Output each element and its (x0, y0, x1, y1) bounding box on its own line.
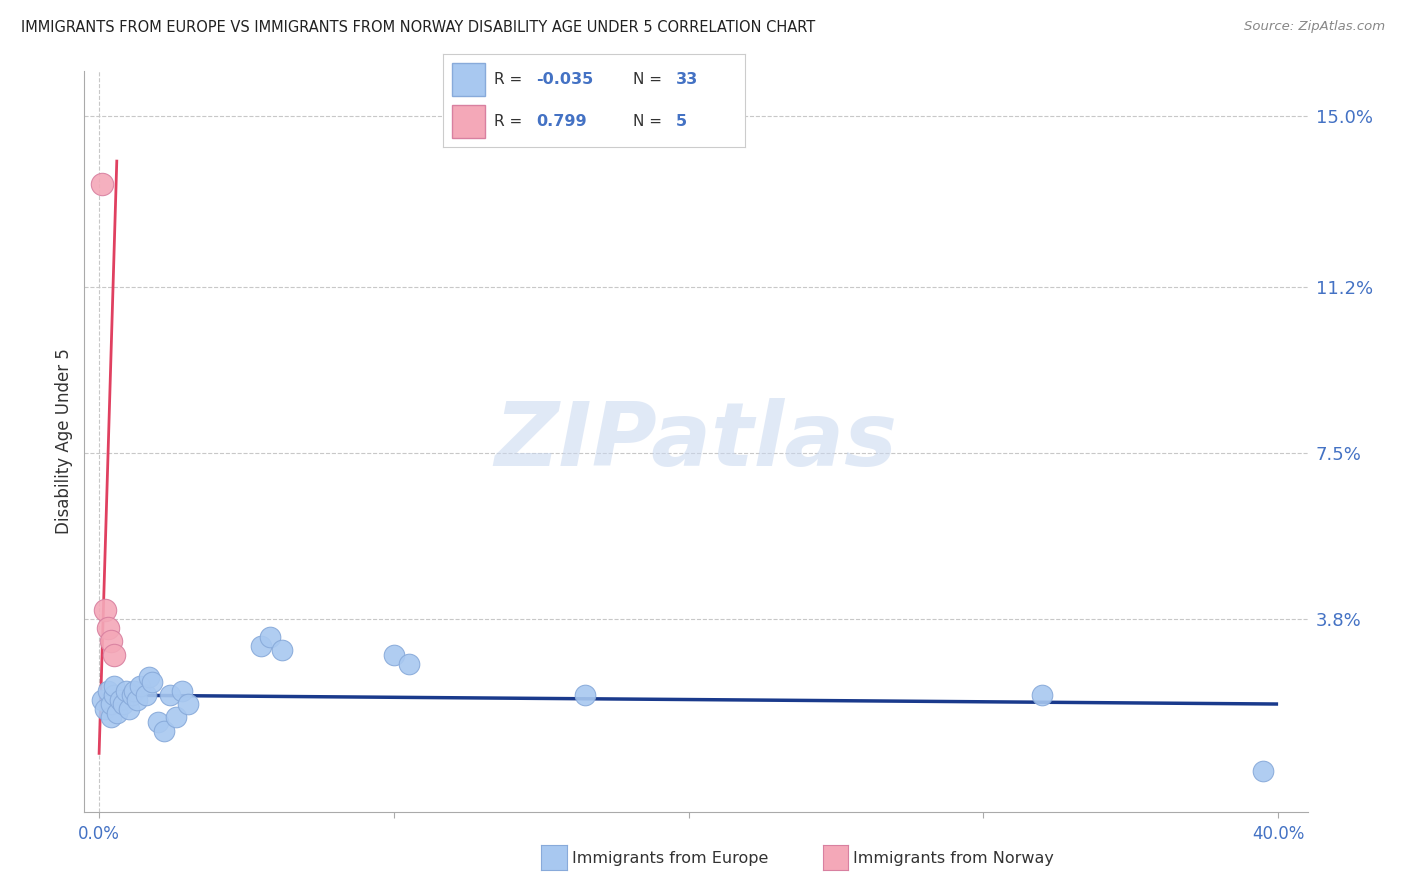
Point (94, 603, 117, 617)
Point (100, 634, 122, 648)
Text: -0.035: -0.035 (537, 71, 593, 87)
Point (1031, 688, 1053, 702)
Point (398, 657, 420, 671)
Point (146, 714, 169, 729)
Point (382, 648, 405, 662)
Text: 40.0%: 40.0% (1251, 825, 1305, 843)
Point (121, 688, 143, 702)
Point (129, 679, 152, 693)
Point (165, 710, 187, 724)
Text: Immigrants from Norway: Immigrants from Norway (853, 851, 1054, 865)
Point (111, 697, 134, 711)
Point (105, 706, 128, 720)
Point (176, 697, 198, 711)
Point (127, 692, 149, 706)
Point (124, 683, 146, 698)
Point (91, 177, 114, 191)
Point (259, 630, 281, 644)
Point (159, 688, 181, 702)
Text: Immigrants from Europe: Immigrants from Europe (572, 851, 769, 865)
Point (117, 701, 139, 715)
Text: ZIPatlas: ZIPatlas (495, 398, 897, 485)
Point (114, 683, 136, 698)
Point (97, 683, 120, 698)
Point (108, 692, 131, 706)
Point (170, 683, 193, 698)
Text: 33: 33 (676, 71, 697, 87)
Point (138, 670, 160, 684)
Point (1253, 764, 1275, 779)
Text: IMMIGRANTS FROM EUROPE VS IMMIGRANTS FROM NORWAY DISABILITY AGE UNDER 5 CORRELAT: IMMIGRANTS FROM EUROPE VS IMMIGRANTS FRO… (21, 20, 815, 35)
Text: Source: ZipAtlas.com: Source: ZipAtlas.com (1244, 20, 1385, 33)
Point (103, 648, 125, 662)
Point (250, 639, 273, 653)
Text: R =: R = (495, 114, 523, 129)
Point (94, 701, 117, 715)
Point (97, 621, 120, 635)
Point (100, 697, 122, 711)
Text: N =: N = (633, 71, 662, 87)
Point (103, 679, 125, 693)
Point (141, 674, 163, 689)
FancyBboxPatch shape (451, 105, 485, 138)
Text: R =: R = (495, 71, 523, 87)
Point (100, 710, 122, 724)
Point (91, 692, 114, 706)
Text: 0.0%: 0.0% (79, 825, 120, 843)
Point (574, 688, 596, 702)
Point (270, 643, 292, 657)
Point (103, 688, 125, 702)
Text: 5: 5 (676, 114, 686, 129)
FancyBboxPatch shape (451, 63, 485, 95)
Y-axis label: Disability Age Under 5: Disability Age Under 5 (55, 349, 73, 534)
Point (153, 723, 176, 738)
Text: N =: N = (633, 114, 662, 129)
Point (135, 688, 157, 702)
Text: 0.799: 0.799 (537, 114, 588, 129)
